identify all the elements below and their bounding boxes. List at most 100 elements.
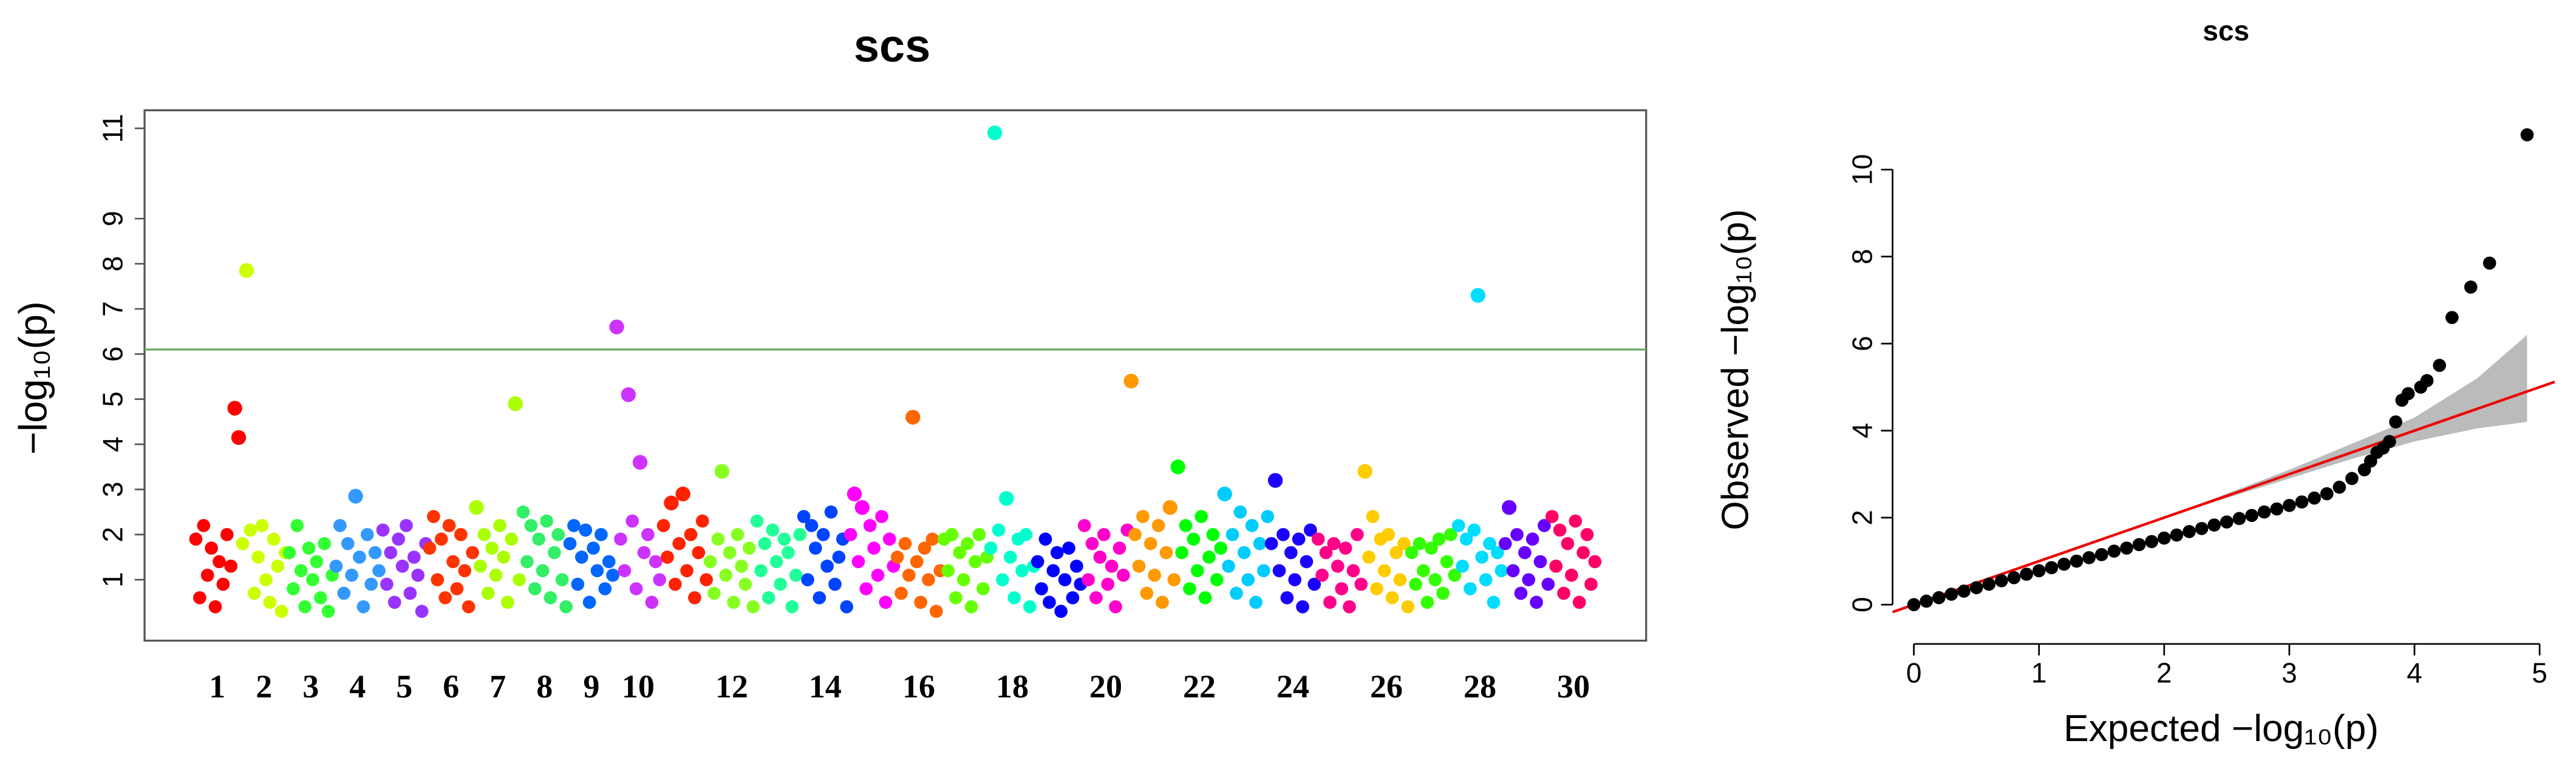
point xyxy=(205,541,218,555)
point xyxy=(1170,459,1185,475)
y-tick-label: 1 xyxy=(97,572,129,588)
point xyxy=(348,489,363,504)
point xyxy=(1217,486,1232,502)
point xyxy=(1351,527,1364,541)
x-tick-label: 2 xyxy=(2156,657,2172,689)
point xyxy=(469,500,484,515)
point xyxy=(1050,546,1064,560)
point xyxy=(1003,550,1017,564)
point xyxy=(1206,527,1220,541)
point xyxy=(1357,464,1372,479)
point xyxy=(532,532,546,546)
point xyxy=(2308,491,2321,505)
point xyxy=(653,573,666,586)
point xyxy=(661,550,674,564)
point xyxy=(614,532,627,546)
point xyxy=(462,600,475,614)
point xyxy=(2195,521,2209,535)
point xyxy=(922,573,935,586)
point xyxy=(777,532,791,546)
qq-title: scs xyxy=(2203,15,2249,47)
point xyxy=(434,532,448,546)
point xyxy=(353,550,366,564)
point xyxy=(738,577,752,591)
point xyxy=(1007,591,1021,605)
x-tick-label: 24 xyxy=(1276,668,1309,705)
point xyxy=(1136,510,1150,523)
point xyxy=(1162,500,1178,515)
point xyxy=(1140,586,1154,600)
point xyxy=(1553,523,1567,537)
point xyxy=(571,577,585,591)
y-tick-label: 10 xyxy=(1847,154,1878,185)
point xyxy=(1409,577,1423,591)
point xyxy=(632,455,648,470)
point xyxy=(918,541,932,555)
x-tick-label: 3 xyxy=(2281,657,2297,689)
point xyxy=(2182,524,2196,538)
point xyxy=(871,568,885,582)
point xyxy=(789,568,803,582)
point xyxy=(1156,595,1169,609)
point xyxy=(2382,435,2396,449)
point xyxy=(271,560,285,573)
point xyxy=(1230,586,1243,600)
point xyxy=(1584,577,1598,591)
point xyxy=(411,568,425,582)
point xyxy=(1506,564,1520,578)
point xyxy=(1538,519,1551,532)
x-tick-label: 30 xyxy=(1557,668,1590,705)
point xyxy=(914,595,927,609)
point xyxy=(875,510,888,523)
point xyxy=(1093,550,1107,564)
point xyxy=(415,605,429,618)
point xyxy=(621,387,636,402)
point xyxy=(1370,582,1383,595)
point xyxy=(1237,546,1251,560)
point xyxy=(2245,509,2258,523)
point xyxy=(1957,584,1971,598)
point xyxy=(2220,515,2234,529)
point xyxy=(1467,523,1481,537)
point xyxy=(949,591,963,605)
point xyxy=(976,582,990,595)
point xyxy=(540,514,553,528)
qq-x-label: Expected −log₁₀(p) xyxy=(2063,708,2379,750)
point xyxy=(700,573,713,586)
point xyxy=(1463,582,1477,595)
point xyxy=(1479,573,1493,586)
point xyxy=(446,555,460,569)
point xyxy=(387,595,401,609)
point xyxy=(898,537,912,550)
point xyxy=(675,486,690,502)
point xyxy=(2032,564,2046,578)
point xyxy=(1241,573,1255,586)
confidence-band xyxy=(1913,334,2527,605)
point xyxy=(438,591,452,605)
point xyxy=(216,577,230,591)
x-tick-label: 18 xyxy=(996,668,1029,705)
point xyxy=(427,510,440,523)
point xyxy=(945,527,959,541)
point xyxy=(598,582,612,595)
point xyxy=(1525,532,1539,546)
point xyxy=(2464,280,2478,294)
point xyxy=(929,605,943,618)
point xyxy=(1420,595,1434,609)
point xyxy=(964,600,978,614)
point xyxy=(595,527,608,541)
point xyxy=(714,464,730,479)
point xyxy=(2257,505,2271,519)
point xyxy=(590,564,604,578)
point xyxy=(969,555,982,569)
point xyxy=(1233,505,1247,519)
point xyxy=(587,541,600,555)
point xyxy=(1362,550,1375,564)
point xyxy=(735,560,748,573)
point xyxy=(1304,523,1317,537)
point xyxy=(1179,519,1193,532)
point xyxy=(1159,546,1173,560)
point xyxy=(606,568,619,582)
point xyxy=(263,595,277,609)
